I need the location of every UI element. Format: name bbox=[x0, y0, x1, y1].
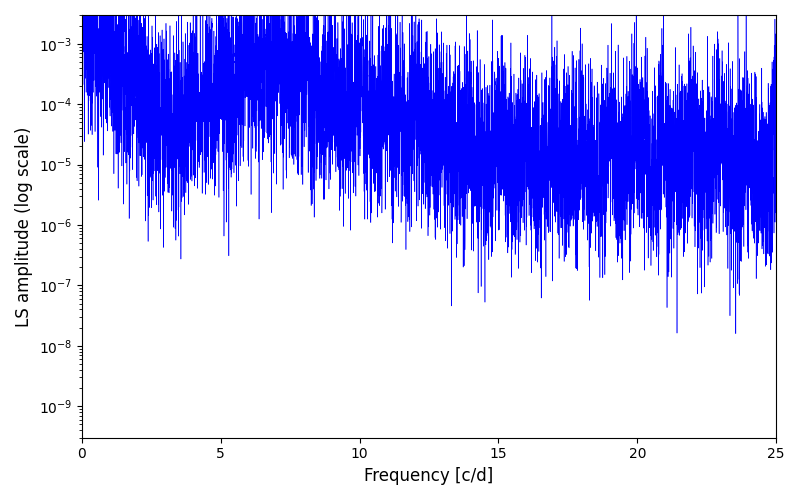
Y-axis label: LS amplitude (log scale): LS amplitude (log scale) bbox=[15, 126, 33, 326]
X-axis label: Frequency [c/d]: Frequency [c/d] bbox=[364, 467, 494, 485]
